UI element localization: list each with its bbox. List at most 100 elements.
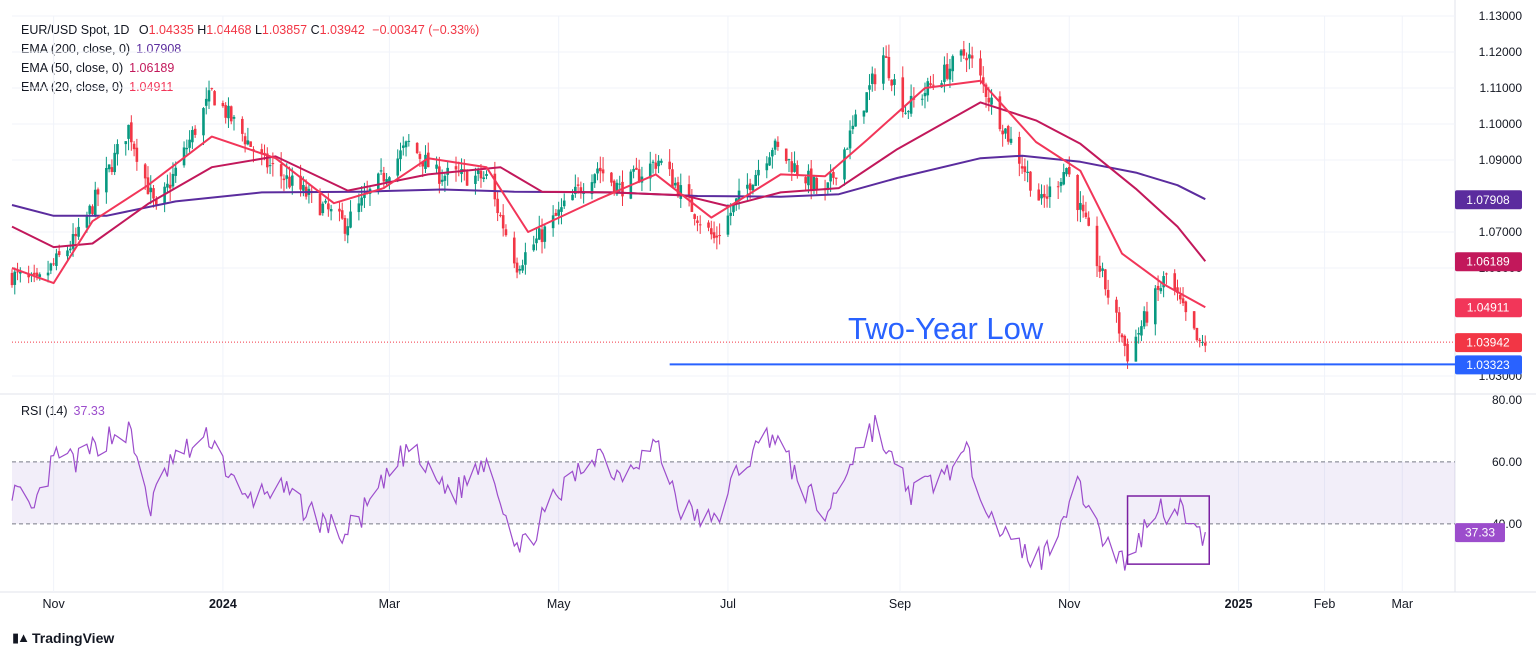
candle-body [1123, 335, 1127, 346]
ema20-value: 1.04911 [129, 80, 174, 94]
candle-body [346, 226, 350, 236]
candle-body [340, 210, 344, 219]
candle-body [812, 176, 816, 190]
candle-body [1176, 287, 1179, 294]
candle-body [55, 253, 58, 266]
candle-body [687, 184, 691, 196]
candle-body [493, 173, 497, 200]
ema200-line [11, 154, 1206, 217]
candle-body [923, 92, 927, 97]
candle-body [776, 141, 780, 147]
rsi-highlight-box [1126, 495, 1211, 565]
candle-body [882, 55, 885, 84]
candle-body [654, 162, 658, 169]
ema50-label: EMA (50, close, 0) [21, 61, 124, 75]
candle-body [143, 164, 147, 179]
candle-body [135, 147, 139, 162]
candle-body [893, 79, 896, 85]
candle-body [1195, 327, 1199, 341]
candle-body [524, 252, 527, 265]
candle-body [1203, 342, 1207, 346]
candle-body [268, 165, 272, 167]
candle-body [987, 97, 991, 103]
candle-body [945, 64, 949, 79]
candle-body [1117, 312, 1121, 334]
candle-body [504, 229, 508, 236]
candle-body [562, 200, 566, 207]
candle-body [224, 105, 227, 118]
candle-body [363, 193, 366, 199]
candle-body [834, 177, 838, 179]
candle-body [787, 159, 791, 161]
candle-body [901, 77, 905, 113]
candle-body [1178, 294, 1182, 300]
candle-body [474, 175, 477, 184]
candle-body [88, 205, 91, 214]
candle-body [615, 182, 619, 195]
candle-body [718, 235, 721, 237]
candle-body [732, 204, 735, 213]
rsi-label: RSI (14) [21, 404, 68, 418]
candle-body [757, 169, 760, 176]
candle-body [557, 209, 560, 216]
candle-body [443, 175, 447, 181]
candle-body [543, 226, 547, 242]
candle-body [163, 186, 166, 205]
ema50-legend[interactable]: EMA (50, close, 0) 1.06189 [21, 59, 174, 78]
tradingview-brand[interactable]: ▮▲ TradingView [12, 630, 114, 646]
candle-body [804, 177, 807, 184]
candle-body [116, 144, 119, 155]
candle-body [865, 92, 868, 113]
candle-body [854, 114, 857, 127]
candle-body [35, 272, 39, 277]
candle-body [204, 98, 208, 106]
candle-body [349, 211, 352, 228]
candle-body [249, 141, 252, 147]
candle-body [1067, 166, 1071, 175]
candle-body [299, 175, 302, 190]
candle-body [1173, 273, 1177, 290]
candle-body [599, 167, 602, 172]
time-tick-label: Mar [379, 597, 401, 611]
candle-body [329, 209, 333, 212]
candle-body [152, 188, 155, 199]
candle-body [241, 118, 244, 134]
candle-body [1081, 204, 1085, 212]
candle-body [1026, 171, 1029, 174]
candle-body [1104, 269, 1107, 290]
candle-body [851, 125, 855, 130]
candle-body [754, 174, 757, 186]
ema20-legend[interactable]: EMA (20, close, 0) 1.04911 [21, 78, 173, 97]
candle-body [191, 130, 194, 143]
candle-body [52, 263, 55, 265]
candle-body [282, 178, 286, 181]
two-year-low-annotation: Two-Year Low [848, 311, 1044, 346]
rsi-legend[interactable]: RSI (14) 37.33 [21, 404, 105, 418]
candle-body [826, 182, 830, 191]
candle-body [1162, 276, 1165, 288]
symbol-label: EUR/USD Spot, 1D [21, 23, 130, 37]
candle-body [27, 274, 30, 278]
candle-body [174, 167, 178, 176]
candle-body [590, 182, 594, 194]
candle-body [210, 88, 214, 90]
candle-body [1120, 334, 1124, 338]
candle-body [1037, 189, 1041, 201]
candle-body [984, 84, 988, 97]
candle-body [870, 73, 874, 84]
candle-body [166, 183, 169, 188]
candle-body [57, 251, 61, 256]
candle-body [618, 183, 622, 185]
ohlc-open-value: 1.04335 [148, 23, 194, 37]
candle-body [454, 166, 458, 170]
candle-body [951, 56, 955, 72]
brand-label: TradingView [32, 630, 115, 646]
candle-body [1201, 341, 1204, 343]
candle-body [537, 228, 541, 240]
candle-body [576, 184, 580, 186]
candle-body [679, 185, 683, 199]
price-label-text: 1.04911 [1467, 301, 1510, 315]
candle-body [710, 228, 713, 235]
candle-body [981, 77, 985, 84]
